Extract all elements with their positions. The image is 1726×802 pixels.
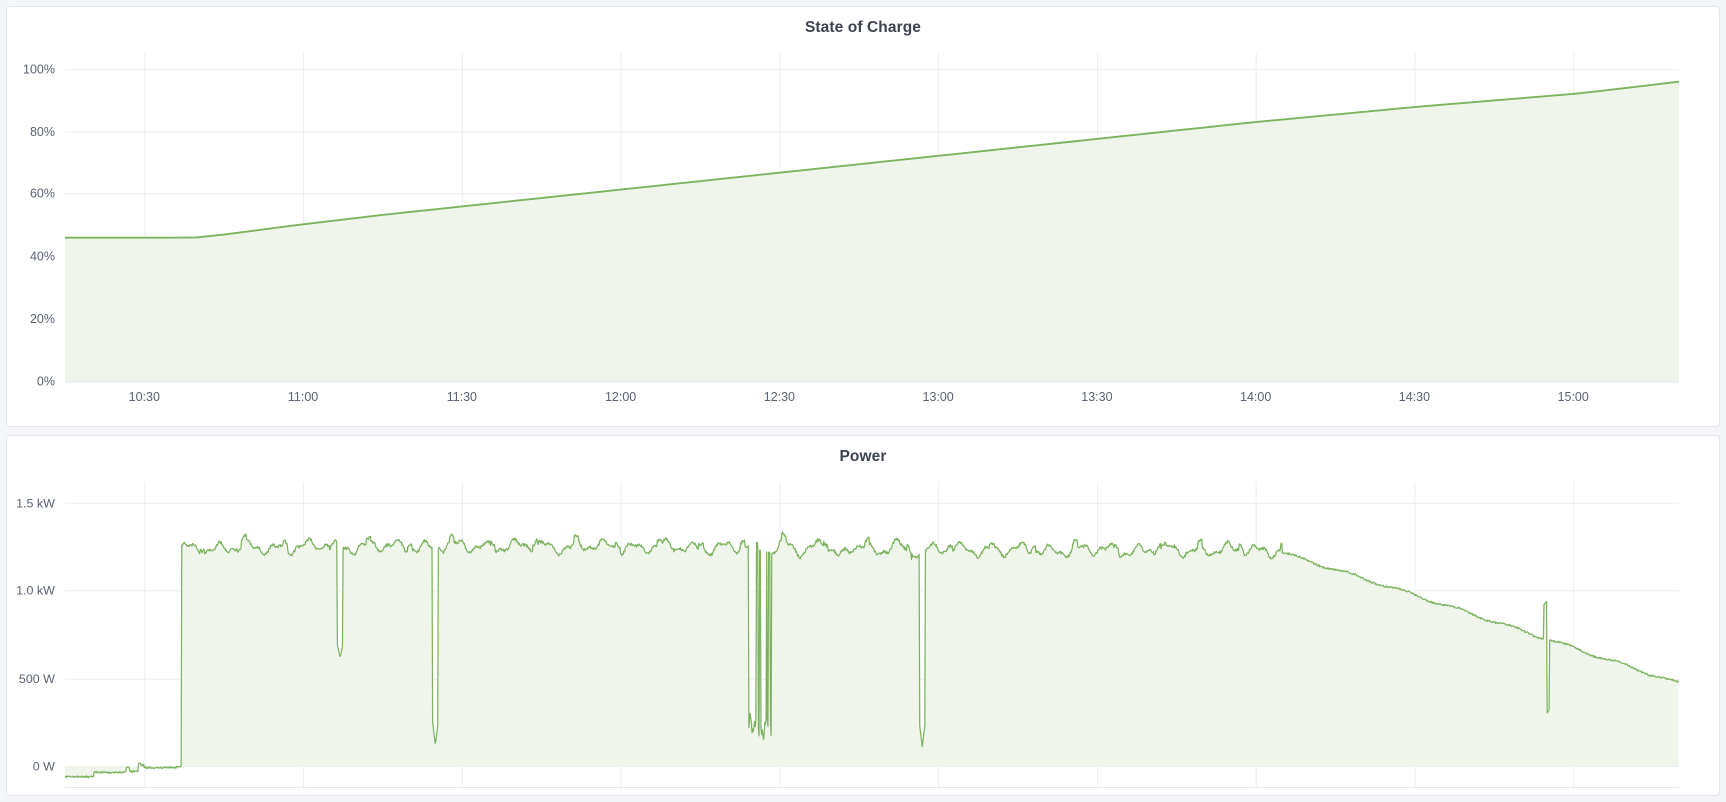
y-axis-tick-label: 500 W (19, 672, 55, 686)
soc-plot-area: 0% 20% 40% 60% 80% 100% 10:30 11:00 11:30 12:00 12… (7, 45, 1719, 426)
y-axis-tick-label: 100% (23, 62, 55, 76)
x-axis-tick-label: 12:00 (605, 390, 636, 404)
y-axis-tick-label: 80% (30, 125, 55, 139)
page-title-soc: State of Charge (804, 19, 922, 36)
x-axis-tick-label: 12:30 (764, 390, 795, 404)
x-axis-tick-label: 11:00 (288, 390, 318, 404)
series-line (64, 531, 1680, 779)
page-title-power: Power (839, 448, 887, 465)
series-line (64, 80, 1680, 239)
x-axis-tick-label: 13:30 (1081, 390, 1112, 404)
y-axis-tick-label: 60% (30, 187, 55, 201)
y-axis-tick-label: 20% (30, 312, 55, 326)
panel-state-of-charge: State of Charge 0% 20% 40% 60% 80% 100% 10:30 1… (6, 6, 1720, 427)
x-axis-tick-label: 10:30 (129, 390, 160, 404)
y-axis-tick-label: 0 W (33, 760, 55, 774)
x-axis-tick-label: 11:30 (447, 390, 477, 404)
series-area-fill (64, 81, 1680, 382)
x-axis-tick-label: 14:00 (1240, 390, 1271, 404)
y-axis-tick-label: 1.5 kW (16, 496, 55, 510)
y-axis-tick-label: 40% (30, 249, 55, 263)
x-axis-tick-label: 14:30 (1399, 390, 1430, 404)
state-of-charge-chart: 0% 20% 40% 60% 80% 100% 10:30 11:00 11:30 12:00 12… (23, 52, 1680, 404)
series-area-fill (64, 531, 1679, 778)
y-axis-tick-label: 1.0 kW (16, 584, 55, 598)
x-axis-tick-label: 13:00 (923, 390, 954, 404)
x-axis-tick-label: 15:00 (1558, 390, 1589, 404)
y-axis-tick-label: 0% (37, 375, 55, 389)
